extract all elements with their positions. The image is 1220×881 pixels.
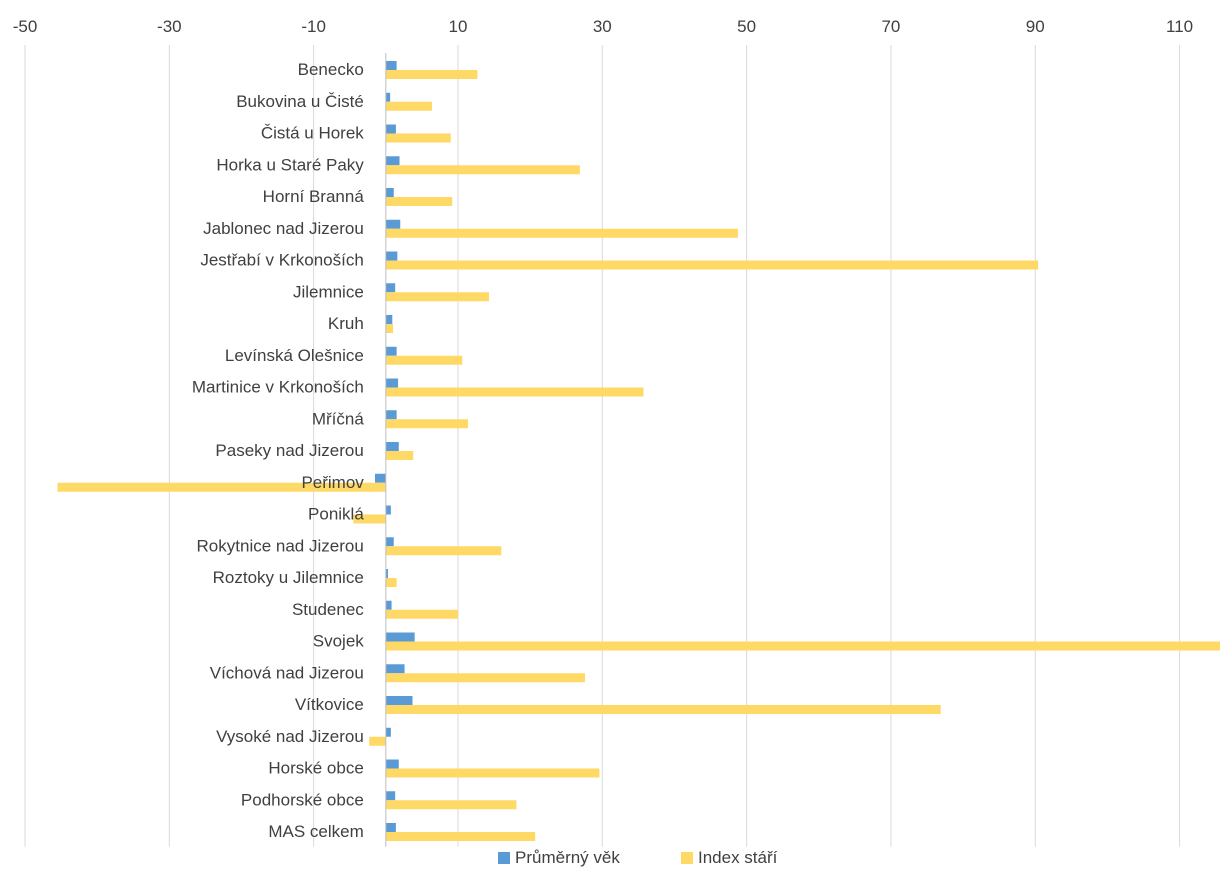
x-tick-label: -50 — [13, 17, 38, 36]
x-tick-label: -10 — [301, 17, 326, 36]
x-tick-label: 50 — [737, 17, 756, 36]
bar-index-stari — [385, 324, 394, 333]
bar-prumerny-vek — [385, 727, 391, 737]
bar-index-stari — [385, 387, 644, 397]
bars — [57, 61, 1220, 841]
bar-index-stari — [385, 165, 580, 175]
bar-index-stari — [385, 197, 453, 206]
category-labels: Benecko Bukovina u Čisté Čistá u Horek Hork… — [192, 60, 364, 841]
bar-prumerny-vek — [385, 188, 394, 197]
bar-index-stari — [385, 355, 463, 365]
bar-prumerny-vek — [385, 315, 393, 324]
legend: Průměrný věk Index stáří — [498, 848, 778, 867]
bar-index-stari — [385, 609, 458, 619]
bar-index-stari — [385, 133, 451, 143]
bar-prumerny-vek — [385, 124, 396, 134]
category-label: Paseky nad Jizerou — [215, 441, 363, 460]
category-label: Mříčná — [312, 409, 365, 428]
bar-index-stari — [385, 451, 414, 460]
legend-label: Index stáří — [698, 848, 778, 867]
bar-index-stari — [385, 673, 585, 683]
bar-prumerny-vek — [374, 473, 386, 483]
category-label: Poniklá — [308, 505, 364, 524]
bar-prumerny-vek — [385, 537, 394, 547]
category-label: Svojek — [313, 632, 365, 651]
bar-prumerny-vek — [385, 346, 397, 356]
bar-prumerny-vek — [385, 569, 388, 578]
category-label: Kruh — [328, 314, 364, 333]
category-label: Jablonec nad Jizerou — [203, 219, 364, 238]
bar-prumerny-vek — [385, 283, 396, 293]
bar-prumerny-vek — [385, 156, 400, 166]
bar-index-stari — [385, 546, 502, 556]
bar-prumerny-vek — [385, 823, 396, 832]
bar-prumerny-vek — [385, 696, 413, 705]
legend-label: Průměrný věk — [515, 848, 620, 867]
bar-index-stari — [385, 800, 517, 810]
bar-index-stari — [385, 832, 536, 841]
x-tick-label: -30 — [157, 17, 182, 36]
category-label: Benecko — [298, 60, 364, 79]
category-label: Jilemnice — [293, 282, 364, 301]
bar-index-stari — [385, 578, 397, 587]
category-label: Čistá u Horek — [261, 124, 364, 143]
x-axis-ticks: -50 -30 -10 10 30 50 70 90 110 — [13, 17, 1193, 36]
bar-index-stari — [385, 641, 1220, 651]
bar-index-stari — [385, 705, 941, 714]
category-label: Jestřabí v Krkonoších — [200, 251, 363, 270]
category-label: Horní Branná — [263, 187, 365, 206]
bar-index-stari — [385, 419, 469, 429]
gridlines — [24, 45, 1181, 847]
bar-prumerny-vek — [385, 378, 399, 388]
bar-prumerny-vek — [385, 61, 397, 70]
x-tick-label: 10 — [449, 17, 468, 36]
bar-prumerny-vek — [385, 251, 398, 261]
category-label: Peřimov — [301, 473, 364, 492]
category-label: Vítkovice — [295, 695, 364, 714]
bar-prumerny-vek — [385, 92, 391, 102]
bar-index-stari — [385, 260, 1039, 270]
legend-swatch — [681, 852, 693, 864]
category-label: MAS celkem — [268, 822, 363, 841]
x-tick-label: 110 — [1166, 17, 1193, 36]
x-tick-label: 70 — [881, 17, 900, 36]
bar-index-stari — [385, 228, 738, 238]
bar-index-stari — [385, 292, 490, 302]
bar-prumerny-vek — [385, 442, 399, 451]
x-tick-label: 30 — [593, 17, 612, 36]
bar-prumerny-vek — [385, 410, 397, 420]
category-label: Podhorské obce — [241, 790, 364, 809]
bar-index-stari — [369, 736, 386, 746]
category-label: Víchová nad Jizerou — [210, 663, 364, 682]
bar-prumerny-vek — [385, 600, 392, 610]
x-tick-label: 90 — [1026, 17, 1045, 36]
category-label: Horka u Staré Paky — [216, 155, 364, 174]
category-label: Rokytnice nad Jizerou — [197, 536, 364, 555]
category-label: Levínská Olešnice — [225, 346, 364, 365]
bar-index-stari — [385, 70, 478, 79]
bar-prumerny-vek — [385, 632, 415, 642]
bar-prumerny-vek — [385, 505, 391, 515]
bar-index-stari — [385, 768, 600, 778]
category-label: Roztoky u Jilemnice — [213, 568, 364, 587]
bar-prumerny-vek — [385, 219, 401, 229]
bar-prumerny-vek — [385, 664, 405, 674]
bar-index-stari — [57, 482, 386, 492]
category-label: Horské obce — [268, 759, 363, 778]
category-label: Martinice v Krkonoších — [192, 378, 364, 397]
bar-index-stari — [353, 514, 386, 524]
bar-prumerny-vek — [385, 791, 396, 801]
category-label: Vysoké nad Jizerou — [216, 727, 364, 746]
category-label: Bukovina u Čisté — [236, 92, 364, 111]
legend-swatch — [498, 852, 510, 864]
category-label: Studenec — [292, 600, 364, 619]
bar-index-stari — [385, 101, 432, 111]
bar-prumerny-vek — [385, 759, 399, 769]
